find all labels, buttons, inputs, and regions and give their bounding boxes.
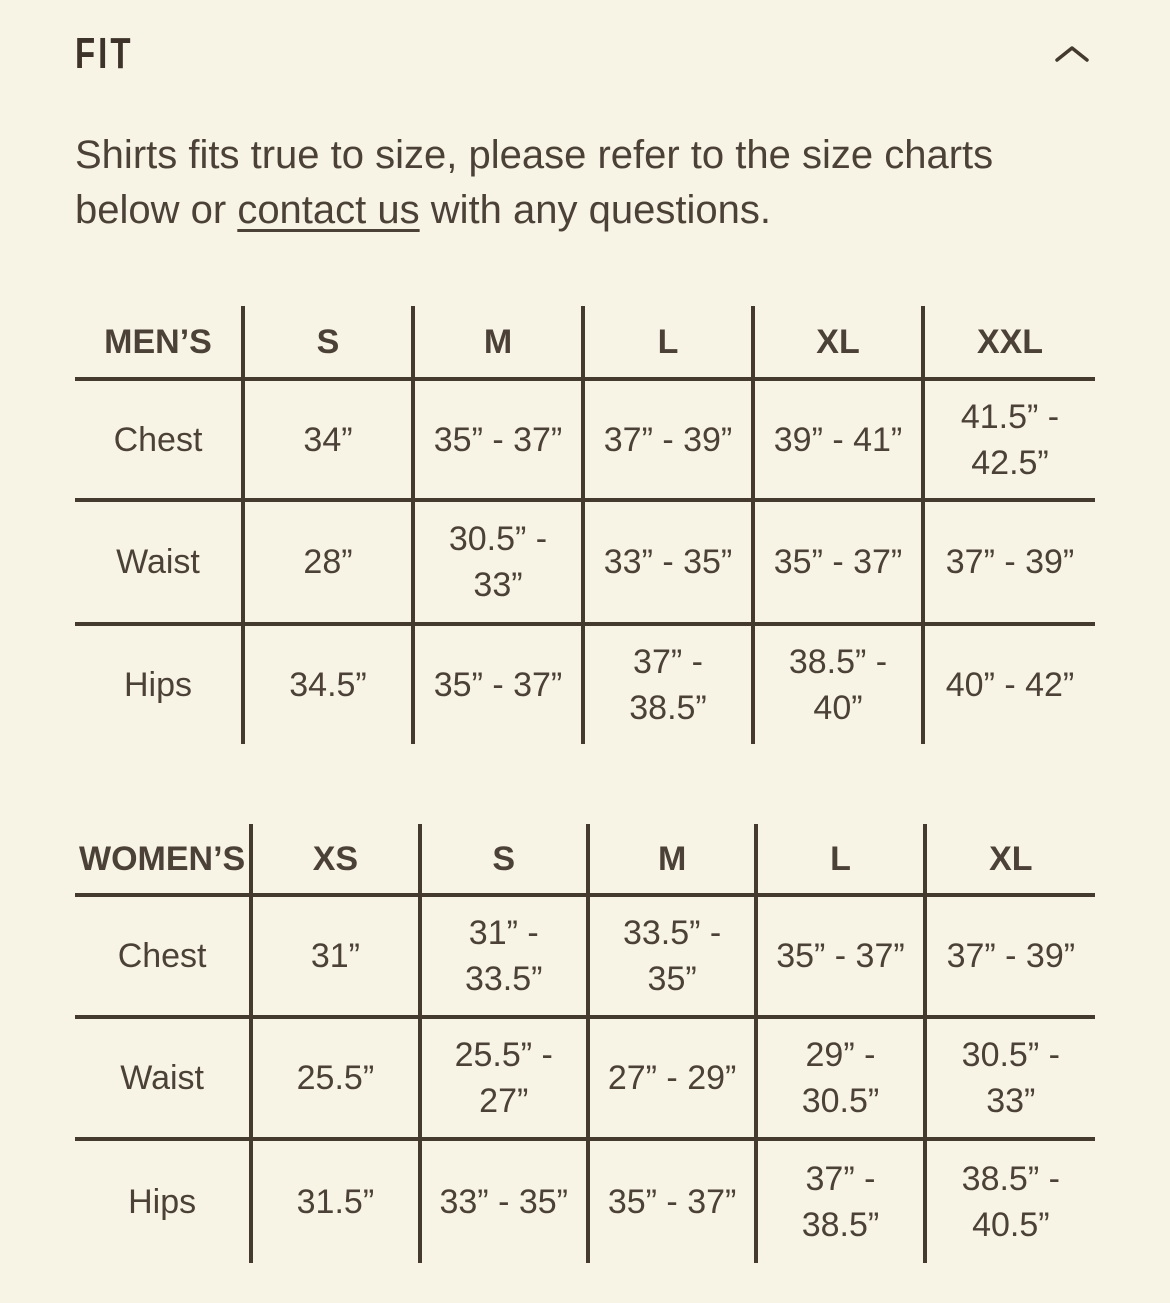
mens-chest-m: 35” - 37” bbox=[415, 381, 585, 502]
mens-hips-s: 34.5” bbox=[245, 626, 415, 744]
mens-hips-label: Hips bbox=[75, 626, 245, 744]
womens-header-label: WOMEN’S bbox=[75, 824, 254, 897]
womens-waist-label: Waist bbox=[75, 1019, 254, 1141]
womens-waist-l: 29” - 30.5” bbox=[758, 1019, 927, 1141]
mens-chest-xl: 39” - 41” bbox=[755, 381, 925, 502]
womens-header-m: M bbox=[589, 824, 759, 897]
contact-us-link[interactable]: contact us bbox=[237, 188, 420, 232]
mens-chest-label: Chest bbox=[75, 381, 245, 502]
womens-chest-xl: 37” - 39” bbox=[926, 897, 1095, 1019]
womens-size-table: WOMEN’S XS S M L XL Chest 31” 31” - 33.5… bbox=[75, 824, 1095, 1263]
mens-header-label: MEN’S bbox=[75, 306, 245, 381]
womens-header-l: L bbox=[758, 824, 927, 897]
womens-hips-xl: 38.5” - 40.5” bbox=[961, 1160, 1060, 1244]
fit-description: Shirts fits true to size, please refer t… bbox=[75, 128, 1085, 238]
womens-header-xs: XS bbox=[253, 824, 422, 897]
description-text-before: Shirts fits true to size, please refer t… bbox=[75, 133, 994, 232]
mens-chest-l: 37” - 39” bbox=[585, 381, 755, 502]
description-text-after: with any questions. bbox=[419, 188, 771, 232]
mens-waist-m: 30.5” - 33” bbox=[415, 502, 585, 626]
fit-section-title: FIT bbox=[75, 29, 134, 78]
womens-waist-xl: 30.5” - 33” bbox=[926, 1019, 1095, 1141]
womens-hips-xs: 31.5” bbox=[253, 1141, 422, 1263]
womens-chest-xs: 31” bbox=[253, 897, 422, 1019]
fit-section-header: FIT bbox=[75, 28, 1095, 80]
mens-header-xxl: XXL bbox=[925, 306, 1095, 381]
mens-size-table: MEN’S S M L XL XXL Chest 34” 35” - 37” 3… bbox=[75, 306, 1095, 744]
mens-hips-xxl: 40” - 42” bbox=[945, 666, 1075, 704]
mens-hips-l: 37” - 38.5” bbox=[585, 626, 755, 744]
womens-hips-m: 35” - 37” bbox=[590, 1141, 759, 1263]
womens-chest-s: 31” - 33.5” bbox=[421, 897, 590, 1019]
womens-hips-l: 37” - 38.5” bbox=[758, 1141, 927, 1263]
chevron-up-icon bbox=[1055, 46, 1089, 62]
womens-waist-s: 25.5” - 27” bbox=[421, 1019, 590, 1141]
mens-header-xl: XL bbox=[755, 306, 925, 381]
mens-chest-s: 34” bbox=[245, 381, 415, 502]
mens-chest-xxl: 41.5” - 42.5” bbox=[925, 381, 1095, 502]
womens-waist-m: 27” - 29” bbox=[589, 1019, 759, 1141]
womens-hips-label: Hips bbox=[75, 1141, 254, 1263]
mens-header-m: M bbox=[415, 306, 585, 381]
mens-hips-xl: 38.5” - 40” bbox=[755, 626, 925, 744]
mens-waist-xxl: 37” - 39” bbox=[925, 502, 1095, 626]
womens-chest-m: 33.5” - 35” bbox=[589, 897, 759, 1019]
mens-hips-m: 35” - 37” bbox=[415, 626, 585, 744]
womens-hips-s: 33” - 35” bbox=[422, 1141, 590, 1263]
mens-header-l: L bbox=[585, 306, 755, 381]
mens-waist-xl: 35” - 37” bbox=[755, 502, 925, 626]
womens-chest-l: 35” - 37” bbox=[758, 897, 927, 1019]
mens-waist-label: Waist bbox=[75, 502, 245, 626]
womens-waist-xs: 25.5” bbox=[253, 1019, 422, 1141]
mens-waist-s: 28” bbox=[245, 502, 415, 626]
mens-header-s: S bbox=[245, 306, 415, 381]
mens-waist-l: 33” - 35” bbox=[585, 502, 755, 626]
womens-chest-label: Chest bbox=[75, 897, 254, 1019]
collapse-section-button[interactable] bbox=[1049, 39, 1095, 69]
womens-header-xl: XL bbox=[926, 824, 1095, 897]
womens-header-s: S bbox=[421, 824, 590, 897]
